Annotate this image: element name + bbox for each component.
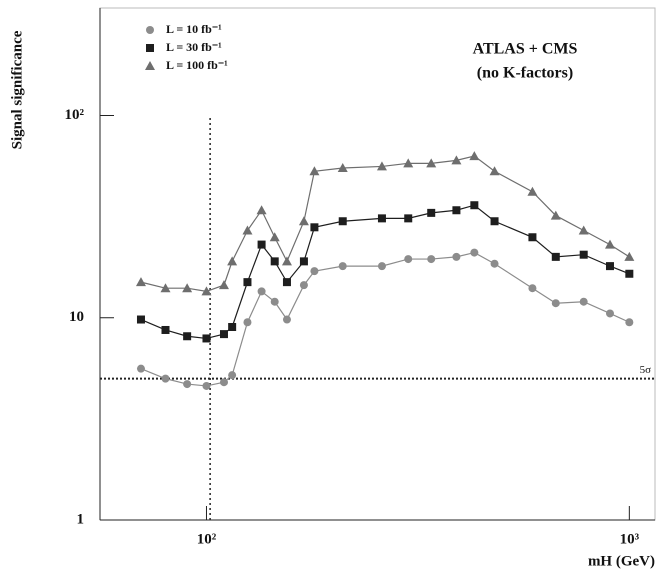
point bbox=[136, 315, 145, 324]
point bbox=[219, 330, 228, 339]
point bbox=[299, 257, 308, 266]
series-line bbox=[140, 155, 630, 293]
point bbox=[256, 205, 267, 215]
point bbox=[551, 252, 560, 261]
point bbox=[257, 287, 266, 296]
point bbox=[298, 216, 309, 226]
point bbox=[338, 217, 347, 226]
reference-label: 5σ bbox=[640, 364, 652, 376]
point bbox=[624, 251, 635, 261]
point bbox=[310, 223, 319, 232]
x-axis-label: mH (GeV) bbox=[588, 553, 655, 569]
x-tick-label: 10³ bbox=[620, 531, 640, 547]
point bbox=[309, 166, 320, 176]
point bbox=[135, 277, 146, 287]
point bbox=[337, 163, 348, 173]
point bbox=[528, 284, 537, 293]
point bbox=[183, 332, 192, 341]
point bbox=[227, 256, 238, 266]
point bbox=[490, 259, 499, 268]
point bbox=[202, 334, 211, 343]
legend-marker bbox=[145, 61, 155, 70]
plot-frame bbox=[99, 7, 656, 521]
point bbox=[136, 364, 145, 373]
point bbox=[403, 158, 414, 168]
point bbox=[489, 166, 500, 176]
annotation: (no K-factors) bbox=[477, 65, 573, 82]
point bbox=[182, 283, 193, 293]
x-tick-label: 10² bbox=[197, 531, 217, 547]
point bbox=[282, 278, 291, 287]
point bbox=[376, 161, 387, 171]
point bbox=[228, 371, 237, 380]
point bbox=[469, 151, 480, 161]
legend-label: L = 10 fb⁻¹ bbox=[166, 22, 222, 36]
y-tick-label: 1 bbox=[77, 511, 85, 527]
point bbox=[338, 262, 347, 271]
point bbox=[490, 217, 499, 226]
point bbox=[470, 248, 479, 257]
point bbox=[404, 255, 413, 264]
point bbox=[228, 323, 237, 332]
point bbox=[550, 210, 561, 220]
point bbox=[426, 158, 437, 168]
point bbox=[470, 201, 479, 210]
point bbox=[578, 225, 589, 235]
point bbox=[528, 233, 537, 242]
point bbox=[243, 318, 252, 327]
point bbox=[281, 256, 292, 266]
point bbox=[201, 286, 212, 296]
point bbox=[551, 299, 560, 308]
point bbox=[579, 250, 588, 259]
point bbox=[625, 318, 634, 327]
point bbox=[270, 297, 279, 306]
point bbox=[605, 262, 614, 271]
point bbox=[625, 269, 634, 278]
point bbox=[605, 309, 614, 318]
point bbox=[243, 278, 252, 287]
point bbox=[257, 240, 266, 249]
point bbox=[427, 208, 436, 217]
point bbox=[242, 225, 253, 235]
point bbox=[604, 239, 615, 249]
point bbox=[183, 380, 192, 389]
point bbox=[299, 281, 308, 290]
series-line bbox=[140, 204, 630, 340]
point bbox=[377, 262, 386, 271]
point bbox=[160, 283, 171, 293]
y-axis-label: Signal significance bbox=[9, 30, 25, 149]
series-line bbox=[140, 251, 630, 387]
point bbox=[270, 257, 279, 266]
legend-label: L = 100 fb⁻¹ bbox=[166, 58, 228, 72]
legend-label: L = 30 fb⁻¹ bbox=[166, 40, 222, 54]
point bbox=[579, 297, 588, 306]
legend-marker bbox=[146, 44, 154, 52]
annotation: ATLAS + CMS bbox=[473, 41, 578, 58]
point bbox=[452, 252, 461, 261]
point bbox=[161, 374, 170, 383]
point bbox=[452, 206, 461, 215]
point bbox=[161, 325, 170, 334]
point bbox=[202, 381, 211, 390]
legend-marker bbox=[146, 26, 154, 34]
point bbox=[527, 186, 538, 196]
point bbox=[269, 232, 280, 242]
point bbox=[404, 214, 413, 223]
point bbox=[218, 280, 229, 290]
point bbox=[451, 155, 462, 165]
point bbox=[282, 315, 291, 324]
y-tick-label: 10 bbox=[69, 309, 84, 325]
y-tick-label: 10² bbox=[65, 107, 85, 123]
point bbox=[427, 255, 436, 264]
point bbox=[377, 214, 386, 223]
point bbox=[219, 378, 228, 387]
point bbox=[310, 267, 319, 276]
